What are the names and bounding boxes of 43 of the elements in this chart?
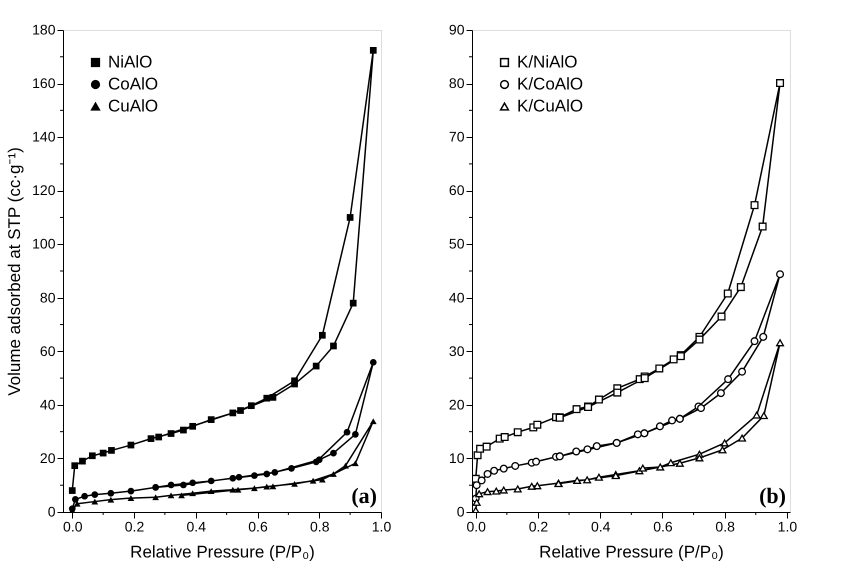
- y-tick-label: 0: [456, 504, 465, 520]
- y-tick-label: 160: [32, 75, 56, 92]
- x-tick-label: 0.0: [466, 518, 486, 534]
- x-axis-title: Relative Pressure (P/P₀): [539, 542, 724, 562]
- annotation: (a): [351, 483, 377, 508]
- y-tick-label: 180: [32, 22, 56, 38]
- y-tick-label: 80: [448, 75, 465, 92]
- y-tick-label: 60: [448, 182, 465, 198]
- y-tick-label: 80: [40, 289, 56, 306]
- y-tick-label: 20: [448, 396, 465, 412]
- x-tick-label: 0.2: [528, 518, 548, 534]
- legend-label: K/CuAlO: [517, 96, 584, 116]
- y-tick-label: 90: [448, 22, 465, 38]
- annotation: (b): [759, 483, 786, 508]
- y-tick-label: 50: [448, 236, 465, 252]
- legend-label: CuAlO: [108, 96, 158, 116]
- y-tick-label: 140: [32, 128, 56, 145]
- x-axis-title: Relative Pressure (P/P₀): [130, 542, 315, 562]
- legend-label: CoAlO: [108, 74, 158, 94]
- y-tick-label: 70: [448, 128, 465, 145]
- y-tick-label: 40: [448, 289, 465, 306]
- y-tick-label: 10: [448, 450, 465, 466]
- x-tick-label: 0.4: [186, 518, 206, 534]
- x-tick-label: 0.2: [124, 518, 144, 534]
- legend-label: K/CoAlO: [517, 74, 584, 94]
- x-tick-label: 0.0: [63, 518, 83, 534]
- x-tick-label: 0.6: [653, 518, 673, 534]
- x-tick-label: 1.0: [372, 518, 392, 534]
- y-tick-label: 30: [448, 342, 465, 359]
- x-tick-label: 1.0: [778, 518, 798, 534]
- x-tick-label: 0.4: [590, 518, 611, 534]
- legend-label: K/NiAlO: [517, 52, 578, 72]
- y-tick-label: 120: [32, 182, 56, 198]
- x-tick-label: 0.8: [715, 518, 736, 534]
- y-tick-label: 100: [32, 236, 56, 252]
- y-tick-label: 40: [40, 396, 56, 412]
- y-tick-label: 0: [48, 504, 56, 520]
- legend-label: NiAlO: [108, 52, 152, 72]
- y-tick-label: 60: [40, 342, 56, 359]
- y-tick-label: 20: [40, 450, 56, 466]
- x-tick-label: 0.8: [310, 518, 330, 534]
- y-axis-title: Volume adsorbed at STP (cc·g⁻¹): [5, 147, 24, 396]
- x-tick-label: 0.6: [248, 518, 268, 534]
